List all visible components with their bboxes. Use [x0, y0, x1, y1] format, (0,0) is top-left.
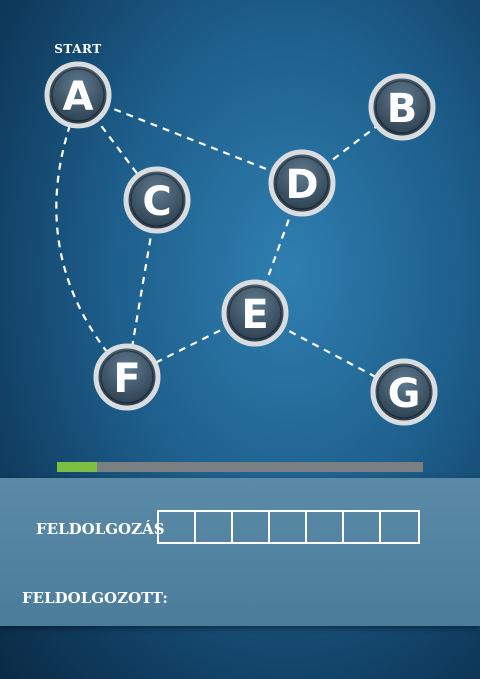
node-inner-ring [377, 365, 431, 419]
node-label: D [285, 162, 318, 208]
processing-queue [157, 510, 420, 544]
node-inner-ring [375, 80, 429, 134]
node-g[interactable]: G [370, 358, 438, 426]
edge-a-f [55, 124, 108, 353]
edge-d-e [253, 182, 304, 314]
node-inner-ring [51, 68, 105, 122]
node-label: B [387, 86, 418, 132]
node-circle [370, 358, 438, 426]
queue-slot [344, 512, 381, 542]
node-c[interactable]: C [123, 166, 191, 234]
node-circle [221, 279, 289, 347]
node-circle [368, 73, 436, 141]
node-label: E [241, 292, 268, 338]
bottom-panel [0, 478, 480, 626]
node-e[interactable]: E [221, 279, 289, 347]
queue-slot [381, 512, 418, 542]
node-label: G [388, 371, 421, 417]
node-inner-ring [130, 173, 184, 227]
node-label: C [142, 179, 171, 225]
node-inner-ring [275, 156, 329, 210]
queue-slot [233, 512, 270, 542]
queue-slot [159, 512, 196, 542]
node-a[interactable]: A [44, 61, 112, 129]
node-inner-ring [100, 350, 154, 404]
node-b[interactable]: B [368, 73, 436, 141]
node-circle [123, 166, 191, 234]
node-d[interactable]: D [268, 149, 336, 217]
queue-slot [270, 512, 307, 542]
node-circle [93, 343, 161, 411]
node-inner-ring [228, 286, 282, 340]
queue-slot [307, 512, 344, 542]
progress-fill [57, 462, 98, 472]
start-label: START [54, 42, 102, 56]
node-label: F [113, 356, 140, 402]
node-label: A [63, 74, 94, 120]
node-circle [44, 61, 112, 129]
edge-a-d [77, 93, 303, 185]
processing-label: FELDOLGOZÁS [36, 520, 165, 538]
progress-bar [57, 462, 423, 472]
processed-label: FELDOLGOZOTT: [22, 589, 168, 607]
node-f[interactable]: F [93, 343, 161, 411]
graph-canvas: A B C D E F G [44, 61, 438, 426]
node-circle [268, 149, 336, 217]
queue-slot [196, 512, 233, 542]
